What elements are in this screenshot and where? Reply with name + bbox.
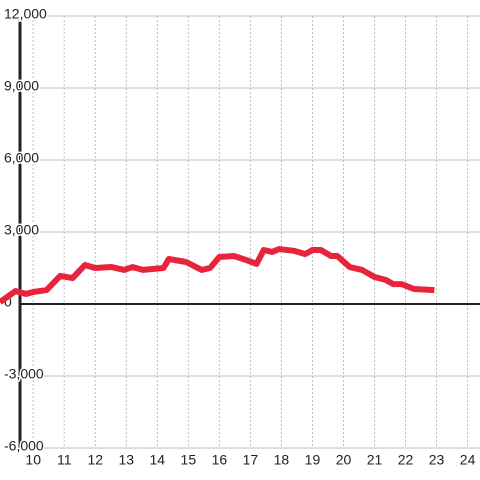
- x-tick-label: 20: [336, 452, 352, 468]
- y-tick-label: 6,000: [4, 150, 39, 166]
- y-tick-label: -3,000: [4, 366, 44, 382]
- x-tick-label: 19: [305, 452, 321, 468]
- x-tick-label: 12: [87, 452, 103, 468]
- x-tick-label: 13: [118, 452, 134, 468]
- x-tick-label: 22: [398, 452, 414, 468]
- y-tick-label: 0: [4, 294, 12, 310]
- x-tick-label: 24: [460, 452, 476, 468]
- x-tick-label: 23: [429, 452, 445, 468]
- data-line: [0, 246, 435, 305]
- x-tick-label: 11: [57, 452, 72, 468]
- y-tick-label: 12,000: [4, 6, 47, 22]
- y-tick-label: 3,000: [4, 222, 39, 238]
- y-tick-label: 9,000: [4, 78, 39, 94]
- x-tick-label: 14: [150, 452, 166, 468]
- x-tick-label: 18: [274, 452, 290, 468]
- x-tick-label: 21: [367, 452, 383, 468]
- y-tick-label: -6,000: [4, 438, 44, 454]
- x-tick-label: 17: [243, 452, 259, 468]
- x-tick-label: 15: [181, 452, 197, 468]
- x-tick-label: 16: [212, 452, 228, 468]
- x-tick-label: 10: [25, 452, 41, 468]
